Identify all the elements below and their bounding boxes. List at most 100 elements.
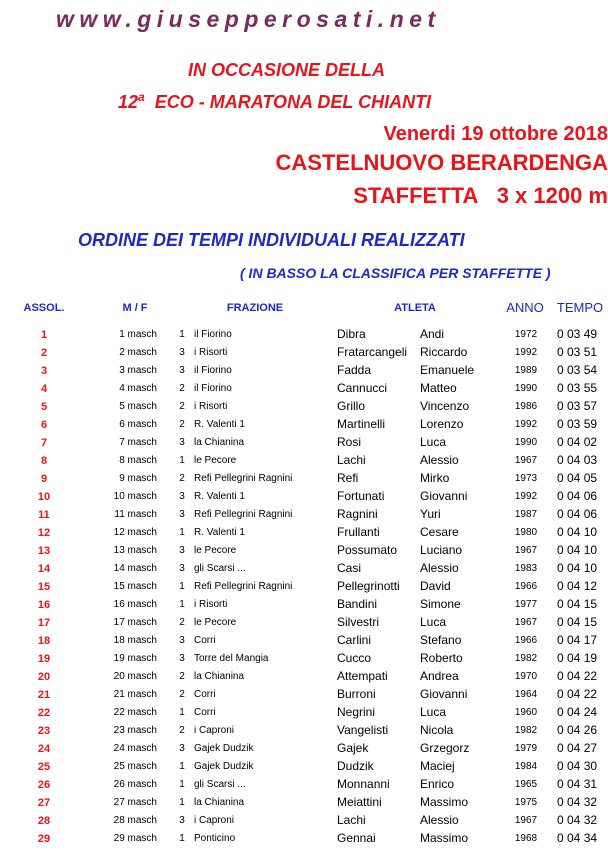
time: 0 04 10 bbox=[557, 525, 598, 539]
surname: Bandini bbox=[337, 597, 378, 611]
surname: Dibra bbox=[337, 327, 366, 341]
event-name: ECO - MARATONA DEL CHIANTI bbox=[154, 92, 432, 112]
gender-rank: 16 masch bbox=[113, 599, 157, 610]
time: 0 04 10 bbox=[557, 561, 598, 575]
surname: Grillo bbox=[337, 399, 366, 413]
leg: 1 bbox=[179, 761, 185, 772]
first-name: Andi bbox=[420, 327, 445, 341]
birth-year: 1983 bbox=[514, 563, 538, 574]
gender-rank: 6 masch bbox=[119, 419, 157, 430]
leg: 1 bbox=[179, 797, 185, 808]
edition-line: 12a ECO - MARATONA DEL CHIANTI bbox=[118, 90, 431, 113]
rank: 16 bbox=[37, 599, 51, 611]
gender-rank: 4 masch bbox=[119, 383, 157, 394]
first-name: Alessio bbox=[420, 813, 459, 827]
birth-year: 1967 bbox=[514, 815, 538, 826]
leg: 2 bbox=[179, 419, 185, 430]
surname: Cannucci bbox=[337, 381, 388, 395]
birth-year: 1967 bbox=[514, 545, 538, 556]
gender-rank: 2 masch bbox=[119, 347, 157, 358]
rank: 1 bbox=[40, 329, 48, 341]
birth-year: 1965 bbox=[514, 779, 538, 790]
surname: Silvestri bbox=[337, 615, 380, 629]
surname: Rosi bbox=[337, 435, 362, 449]
team: gli Scarsi ... bbox=[194, 563, 246, 574]
column-header: ANNO bbox=[506, 300, 544, 315]
leg: 1 bbox=[179, 527, 185, 538]
team: gli Scarsi ... bbox=[194, 779, 246, 790]
first-name: Nicola bbox=[420, 723, 454, 737]
birth-year: 1968 bbox=[514, 833, 538, 844]
birth-year: 1990 bbox=[514, 437, 538, 448]
first-name: Vincenzo bbox=[420, 399, 470, 413]
rank: 9 bbox=[40, 473, 48, 485]
rank: 25 bbox=[37, 761, 51, 773]
time: 0 04 05 bbox=[557, 471, 598, 485]
birth-year: 1960 bbox=[514, 707, 538, 718]
leg: 3 bbox=[179, 563, 185, 574]
gender-rank: 18 masch bbox=[113, 635, 157, 646]
gender-rank: 3 masch bbox=[119, 365, 157, 376]
first-name: David bbox=[420, 579, 451, 593]
birth-year: 1970 bbox=[514, 671, 538, 682]
surname: Pellegrinotti bbox=[337, 579, 400, 593]
first-name: Simone bbox=[420, 597, 461, 611]
column-header: M / F bbox=[122, 302, 148, 314]
gender-rank: 22 masch bbox=[113, 707, 157, 718]
team: Refi Pellegrini Ragnini bbox=[194, 509, 293, 520]
first-name: Cesare bbox=[420, 525, 459, 539]
first-name: Luciano bbox=[420, 543, 463, 557]
time: 0 03 51 bbox=[557, 345, 598, 359]
note: ( IN BASSO LA CLASSIFICA PER STAFFETTE ) bbox=[240, 265, 551, 281]
leg: 2 bbox=[179, 383, 185, 394]
birth-year: 1986 bbox=[514, 401, 538, 412]
rank: 19 bbox=[37, 653, 51, 665]
first-name: Mirko bbox=[420, 471, 450, 485]
subtitle: ORDINE DEI TEMPI INDIVIDUALI REALIZZATI bbox=[78, 230, 465, 250]
rank: 3 bbox=[40, 365, 48, 377]
first-name: Massimo bbox=[420, 831, 469, 845]
rank: 24 bbox=[37, 743, 51, 755]
team: le Pecore bbox=[194, 617, 237, 628]
birth-year: 1979 bbox=[514, 743, 538, 754]
team: i Risorti bbox=[194, 347, 228, 358]
leg: 3 bbox=[179, 635, 185, 646]
time: 0 04 12 bbox=[557, 579, 598, 593]
leg: 3 bbox=[179, 437, 185, 448]
first-name: Massimo bbox=[420, 795, 469, 809]
gender-rank: 5 masch bbox=[119, 401, 157, 412]
birth-year: 1977 bbox=[514, 599, 538, 610]
birth-year: 1982 bbox=[514, 653, 538, 664]
team: Corri bbox=[194, 707, 216, 718]
birth-year: 1980 bbox=[514, 527, 538, 538]
first-name: Yuri bbox=[420, 507, 441, 521]
first-name: Giovanni bbox=[420, 687, 468, 701]
surname: Possumato bbox=[337, 543, 398, 557]
rank: 7 bbox=[40, 437, 48, 449]
rank: 20 bbox=[37, 671, 51, 683]
first-name: Giovanni bbox=[420, 489, 468, 503]
rank: 6 bbox=[40, 419, 48, 431]
team: R. Valenti 1 bbox=[194, 419, 245, 430]
time: 0 04 24 bbox=[557, 705, 598, 719]
leg: 3 bbox=[179, 491, 185, 502]
time: 0 03 49 bbox=[557, 327, 598, 341]
surname: Lachi bbox=[337, 453, 366, 467]
birth-year: 1967 bbox=[514, 617, 538, 628]
rank: 10 bbox=[37, 491, 51, 503]
team: Refi Pellegrini Ragnini bbox=[194, 581, 293, 592]
gender-rank: 8 masch bbox=[119, 455, 157, 466]
rank: 5 bbox=[40, 401, 48, 413]
rank: 26 bbox=[37, 779, 51, 791]
leg: 2 bbox=[179, 617, 185, 628]
team: i Caproni bbox=[194, 815, 235, 826]
surname: Gajek bbox=[337, 741, 369, 755]
time: 0 04 15 bbox=[557, 615, 598, 629]
date: Venerdi 19 ottobre 2018 bbox=[383, 123, 608, 145]
rank: 22 bbox=[37, 707, 51, 719]
team: Corri bbox=[194, 689, 216, 700]
race-distance: 3 x 1200 m bbox=[496, 183, 608, 208]
rank: 28 bbox=[37, 815, 51, 827]
gender-rank: 14 masch bbox=[113, 563, 157, 574]
place: CASTELNUOVO BERARDENGA bbox=[275, 150, 608, 175]
